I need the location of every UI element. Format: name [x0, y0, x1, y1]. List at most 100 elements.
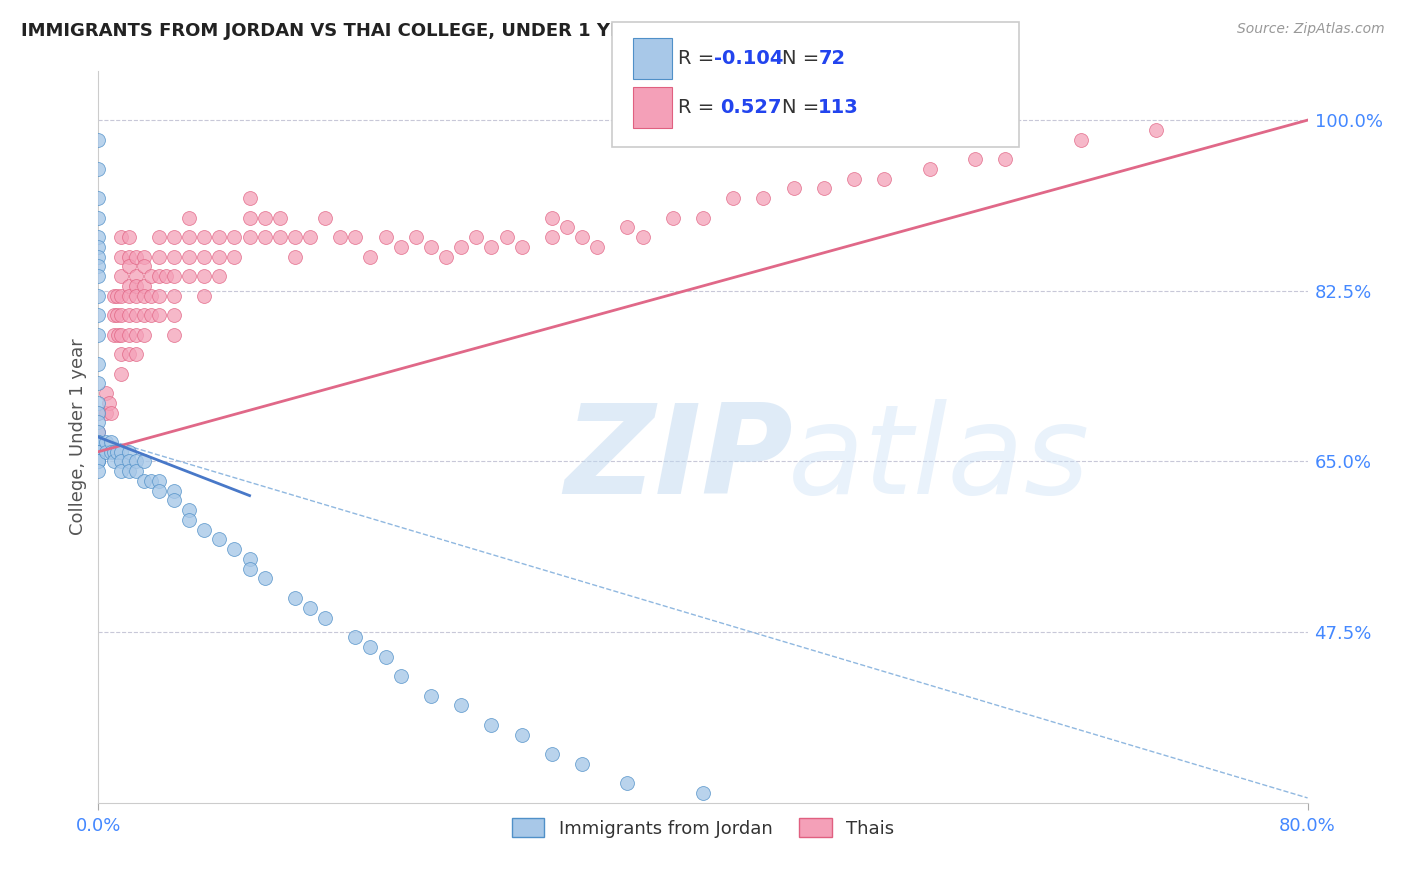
Point	[239, 211, 262, 225]
Point	[110, 367, 132, 381]
Point	[87, 260, 110, 274]
Point	[94, 434, 117, 449]
Point	[110, 230, 132, 244]
Point	[87, 357, 110, 371]
Point	[87, 454, 110, 468]
Point	[87, 434, 110, 449]
Text: 113: 113	[818, 98, 859, 118]
Point	[87, 464, 110, 478]
Point	[118, 308, 141, 322]
Point	[434, 250, 457, 264]
Point	[103, 454, 125, 468]
Point	[813, 181, 835, 195]
Text: ZIP: ZIP	[564, 399, 793, 519]
Point	[125, 464, 148, 478]
Point	[118, 250, 141, 264]
Point	[132, 279, 155, 293]
Point	[873, 171, 896, 186]
Point	[148, 474, 170, 488]
Point	[87, 269, 110, 284]
Point	[125, 327, 148, 342]
Point	[163, 308, 186, 322]
Point	[253, 230, 276, 244]
Point	[239, 191, 262, 205]
Point	[94, 386, 117, 401]
Point	[239, 230, 262, 244]
Point	[118, 327, 141, 342]
Point	[148, 230, 170, 244]
Point	[87, 444, 110, 458]
Point	[661, 211, 683, 225]
Point	[87, 191, 110, 205]
Point	[450, 240, 472, 254]
Point	[110, 347, 132, 361]
Point	[571, 756, 593, 771]
Point	[918, 161, 941, 176]
Point	[110, 327, 132, 342]
Point	[329, 230, 352, 244]
Point	[481, 240, 503, 254]
Point	[118, 464, 141, 478]
Point	[118, 279, 141, 293]
Point	[110, 444, 132, 458]
Point	[87, 308, 110, 322]
Point	[510, 727, 533, 741]
Point	[179, 230, 201, 244]
Point	[965, 152, 987, 166]
Point	[374, 649, 396, 664]
Point	[148, 483, 170, 498]
Point	[118, 454, 141, 468]
Point	[752, 191, 775, 205]
Point	[94, 444, 117, 458]
Point	[1070, 133, 1092, 147]
Point	[98, 396, 121, 410]
Point	[87, 133, 110, 147]
Point	[87, 230, 110, 244]
Point	[465, 230, 488, 244]
Point	[103, 288, 125, 302]
Point	[118, 347, 141, 361]
Point	[141, 308, 163, 322]
Point	[100, 434, 122, 449]
Point	[87, 327, 110, 342]
Text: IMMIGRANTS FROM JORDAN VS THAI COLLEGE, UNDER 1 YEAR CORRELATION CHART: IMMIGRANTS FROM JORDAN VS THAI COLLEGE, …	[21, 22, 872, 40]
Point	[103, 308, 125, 322]
Point	[510, 240, 533, 254]
Point	[179, 211, 201, 225]
Point	[193, 288, 215, 302]
Point	[132, 260, 155, 274]
Point	[360, 250, 382, 264]
Point	[208, 533, 231, 547]
Point	[105, 308, 128, 322]
Point	[110, 288, 132, 302]
Point	[87, 376, 110, 391]
Point	[208, 250, 231, 264]
Point	[224, 250, 246, 264]
Point	[253, 572, 276, 586]
Point	[208, 269, 231, 284]
Point	[125, 288, 148, 302]
Point	[495, 230, 517, 244]
Point	[586, 240, 609, 254]
Point	[87, 406, 110, 420]
Point	[193, 230, 215, 244]
Point	[344, 230, 367, 244]
Point	[87, 444, 110, 458]
Point	[299, 600, 322, 615]
Point	[692, 786, 714, 800]
Point	[224, 230, 246, 244]
Point	[208, 230, 231, 244]
Point	[163, 250, 186, 264]
Point	[110, 464, 132, 478]
Point	[163, 230, 186, 244]
Point	[87, 161, 110, 176]
Text: 0.527: 0.527	[720, 98, 782, 118]
Point	[141, 269, 163, 284]
Point	[374, 230, 396, 244]
Point	[87, 416, 110, 430]
Point	[299, 230, 322, 244]
Point	[616, 776, 638, 790]
Point	[571, 230, 593, 244]
Point	[163, 269, 186, 284]
Point	[132, 454, 155, 468]
